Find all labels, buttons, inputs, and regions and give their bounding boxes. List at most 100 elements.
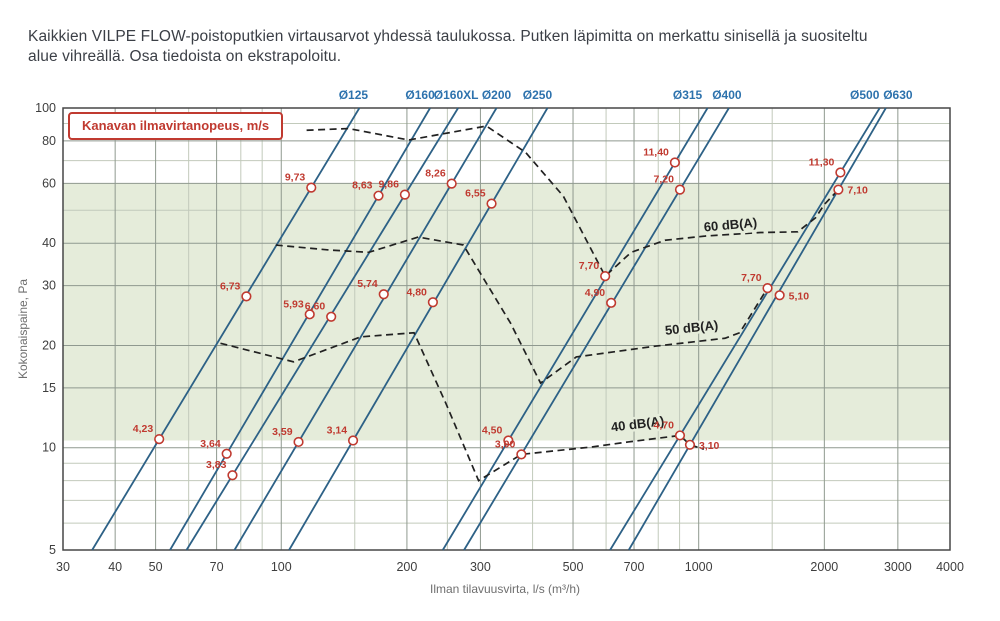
pipe-line-Ø160 [169, 107, 431, 551]
data-point-label: 7,20 [654, 174, 675, 186]
data-point [241, 291, 252, 302]
data-point [347, 435, 359, 446]
data-point-label: 5,74 [357, 278, 378, 290]
pipe-diameter-label: Ø160XL [434, 88, 479, 102]
pipe-line-Ø250 [288, 107, 549, 551]
data-point-label: 9,86 [378, 179, 399, 191]
data-point [833, 184, 844, 195]
data-point [503, 435, 514, 446]
data-point [399, 189, 411, 200]
data-point [378, 289, 389, 300]
y-tick-label: 10 [42, 441, 56, 455]
y-tick-label: 60 [42, 176, 56, 190]
data-point [669, 157, 680, 168]
pipe-line-Ø125 [91, 107, 361, 551]
data-point-label: 3,83 [206, 459, 227, 471]
y-tick-label: 80 [42, 134, 56, 148]
data-point-label: 7,70 [741, 272, 762, 284]
data-point-label: 5,10 [789, 290, 810, 302]
x-tick-label: 50 [149, 560, 163, 574]
data-point-label: 5,93 [283, 298, 304, 310]
page-title-line-2: alue vihreällä. Osa tiedoista on ekstrap… [28, 48, 342, 65]
data-point [606, 297, 617, 308]
data-point-label: 7,70 [579, 260, 600, 272]
data-point [304, 309, 315, 320]
data-point-label: 8,26 [425, 168, 446, 180]
y-axis-title: Kokonaispaine, Pa [16, 278, 30, 380]
data-point [427, 297, 438, 308]
x-tick-label: 30 [56, 560, 70, 574]
data-point [326, 311, 337, 322]
data-point-label: 4,50 [482, 425, 503, 437]
data-point-label: 4,23 [133, 423, 154, 435]
data-point [373, 190, 384, 201]
data-point-label: 4,90 [585, 287, 606, 299]
data-point [674, 430, 686, 441]
data-point [600, 271, 611, 282]
pipe-line-Ø630 [627, 107, 887, 551]
y-tick-label: 20 [42, 338, 56, 352]
data-point [227, 470, 238, 481]
x-tick-label: 4000 [936, 560, 964, 574]
db-curve [306, 125, 839, 278]
data-point [516, 449, 527, 460]
data-point-label: 3,00 [495, 438, 516, 450]
x-tick-label: 2000 [810, 560, 838, 574]
pipe-line-Ø500 [609, 107, 881, 551]
data-point-label: 6,60 [305, 301, 326, 313]
data-point-label: 8,63 [352, 180, 373, 192]
data-point-label: 6,55 [465, 188, 486, 200]
pipe-diameter-label: Ø315 [673, 88, 703, 102]
data-point [306, 182, 317, 193]
x-axis-title: Ilman tilavuusvirta, l/s (m³/h) [429, 582, 581, 596]
x-tick-label: 100 [271, 560, 292, 574]
data-point-label: 4,80 [406, 286, 427, 298]
pipe-diameter-label: Ø200 [482, 88, 512, 102]
pipe-diameter-label: Ø250 [523, 88, 553, 102]
plot-border [62, 107, 951, 551]
chart-legend: Kanavan ilmavirtanopeus, m/s [68, 112, 284, 140]
recommended-region [63, 183, 950, 441]
data-point-label: 11,40 [643, 147, 669, 159]
data-point [486, 198, 497, 209]
data-point [674, 184, 686, 195]
pipe-diameter-label: Ø630 [883, 88, 913, 102]
x-tick-label: 3000 [884, 560, 912, 574]
data-point [762, 283, 773, 294]
x-tick-label: 40 [108, 560, 122, 574]
data-point [154, 434, 165, 445]
x-tick-label: 300 [470, 560, 491, 574]
data-point [446, 178, 457, 189]
data-point-label: 3,14 [327, 425, 348, 437]
data-point-label: 6,73 [220, 280, 241, 292]
data-point-label: 9,73 [285, 172, 306, 184]
pipe-diameter-label: Ø500 [850, 88, 880, 102]
pipe-diameter-label: Ø400 [712, 88, 742, 102]
page-title: Kaikkien VILPE FLOW-poistoputkien virtau… [28, 27, 978, 67]
chart-legend-label: Kanavan ilmavirtanopeus, m/s [82, 118, 270, 133]
y-tick-label: 100 [35, 101, 56, 115]
y-tick-label: 15 [42, 381, 56, 395]
db-curve [275, 236, 781, 385]
data-point [293, 436, 304, 448]
pipe-diameter-label: Ø160 [405, 88, 435, 102]
page-title-line-1: Kaikkien VILPE FLOW-poistoputkien virtau… [28, 28, 868, 45]
y-tick-label: 30 [42, 279, 56, 293]
x-tick-label: 700 [624, 560, 645, 574]
data-point-label: 11,30 [809, 156, 835, 168]
pipe-line-Ø400 [463, 107, 730, 551]
x-tick-label: 1000 [685, 560, 713, 574]
y-tick-label: 5 [49, 543, 56, 557]
data-point-label: 4,70 [654, 419, 675, 431]
data-point-label: 3,59 [272, 426, 293, 438]
data-point [684, 439, 696, 450]
data-point [774, 290, 785, 301]
data-point [835, 167, 846, 178]
data-point-label: 3,10 [699, 440, 720, 452]
data-point [221, 448, 232, 459]
x-tick-label: 200 [396, 560, 417, 574]
data-point-label: 3,64 [200, 438, 221, 450]
pipe-diameter-label: Ø125 [339, 88, 369, 102]
